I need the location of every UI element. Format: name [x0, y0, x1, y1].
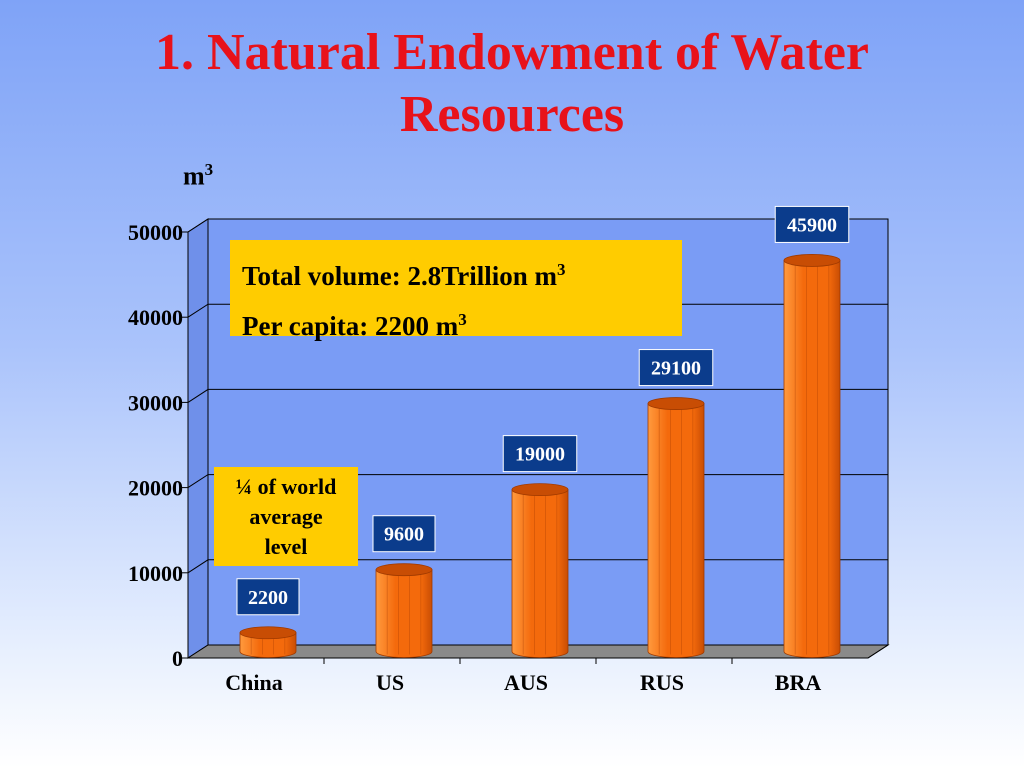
- y-tick-label-2: 20000: [128, 476, 183, 501]
- world-average-callout: ¼ of world average level: [214, 467, 358, 566]
- plot-side-wall: [187, 218, 209, 659]
- unit-exponent: 3: [204, 160, 214, 179]
- ratio-line3: level: [264, 533, 308, 559]
- data-label-0: 2200: [248, 587, 288, 609]
- x-tick-label-2: AUS: [504, 670, 548, 695]
- y-tick-label-4: 40000: [128, 305, 183, 330]
- slide-title-line1: 1. Natural Endowment of Water: [154, 24, 869, 81]
- bar-top-us: [375, 563, 433, 577]
- bar-bra: [783, 260, 841, 658]
- ratio-line1: ¼ of world: [235, 473, 337, 499]
- totals-callout: Total volume: 2.8Trillion m3 Per capita:…: [230, 240, 682, 341]
- x-tick-label-0: China: [225, 670, 282, 695]
- data-label-4: 45900: [787, 214, 837, 236]
- x-tick-label-3: RUS: [640, 670, 684, 695]
- y-tick-label-0: 0: [172, 646, 183, 671]
- slide-title: 1. Natural Endowment of Water Resources: [0, 22, 1024, 146]
- x-tick-label-4: BRA: [775, 670, 822, 695]
- y-tick-label-3: 30000: [128, 390, 183, 415]
- y-tick-label-1: 10000: [128, 561, 183, 586]
- data-label-3: 29100: [651, 358, 701, 380]
- unit-base: m: [183, 161, 205, 191]
- y-tick-label-5: 50000: [128, 220, 183, 245]
- bar-aus: [511, 489, 569, 658]
- data-label-box-1: [372, 515, 436, 553]
- x-tick-label-1: US: [376, 670, 404, 695]
- data-label-box-2: [502, 435, 578, 473]
- per-capita-text: Per capita: 2200 m3: [242, 310, 467, 341]
- gridline-3: [187, 388, 888, 403]
- data-label-box-3: [638, 349, 714, 387]
- total-volume-text: Total volume: 2.8Trillion m3: [242, 260, 566, 291]
- data-label-box-4: [774, 205, 850, 243]
- bar-top-china: [239, 626, 297, 640]
- bar-rus: [647, 403, 705, 658]
- bar-top-aus: [511, 483, 569, 497]
- data-label-box-0: [236, 578, 300, 616]
- gridline-5: [187, 218, 888, 233]
- bar-us: [375, 569, 433, 658]
- data-label-2: 19000: [515, 444, 565, 466]
- x-axis-depth-line: [867, 644, 889, 659]
- bar-top-bra: [783, 254, 841, 267]
- bar-top-rus: [647, 397, 705, 410]
- ratio-line2: average: [249, 503, 323, 529]
- bar-china: [239, 632, 297, 658]
- data-label-1: 9600: [384, 524, 424, 546]
- slide-title-line2: Resources: [399, 86, 625, 143]
- y-axis-unit: m3: [183, 160, 213, 192]
